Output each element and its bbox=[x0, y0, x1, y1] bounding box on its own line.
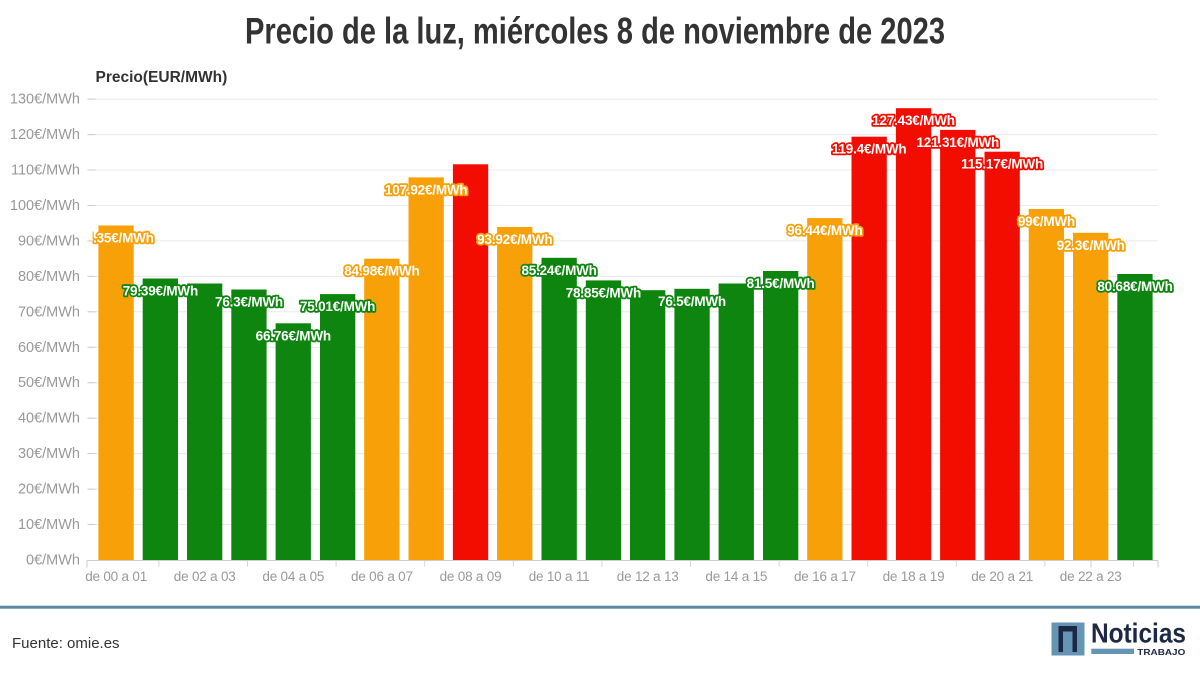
svg-text:de 16 a 17: de 16 a 17 bbox=[794, 569, 856, 584]
svg-text:10€/MWh: 10€/MWh bbox=[18, 517, 80, 533]
svg-text:75.01€/MWh: 75.01€/MWh bbox=[300, 299, 375, 314]
svg-text:de 02 a 03: de 02 a 03 bbox=[174, 569, 236, 584]
svg-text:0€/MWh: 0€/MWh bbox=[26, 553, 80, 569]
svg-text:40€/MWh: 40€/MWh bbox=[18, 411, 80, 427]
svg-text:60€/MWh: 60€/MWh bbox=[18, 340, 80, 356]
svg-text:80€/MWh: 80€/MWh bbox=[18, 269, 80, 285]
svg-text:110€/MWh: 110€/MWh bbox=[11, 163, 80, 179]
svg-text:30€/MWh: 30€/MWh bbox=[18, 446, 80, 462]
svg-text:81.5€/MWh: 81.5€/MWh bbox=[747, 276, 815, 291]
svg-text:80.68€/MWh: 80.68€/MWh bbox=[1097, 279, 1172, 294]
svg-text:84.98€/MWh: 84.98€/MWh bbox=[344, 264, 419, 279]
svg-text:de 10 a 11: de 10 a 11 bbox=[529, 569, 590, 584]
svg-text:130€/MWh: 130€/MWh bbox=[10, 92, 80, 108]
svg-text:de 18 a 19: de 18 a 19 bbox=[883, 569, 945, 584]
svg-text:121.31€/MWh: 121.31€/MWh bbox=[917, 135, 1000, 150]
svg-text:50€/MWh: 50€/MWh bbox=[18, 375, 80, 391]
svg-text:100€/MWh: 100€/MWh bbox=[10, 198, 80, 214]
svg-text:de 08 a 09: de 08 a 09 bbox=[440, 569, 502, 584]
svg-text:de 12 a 13: de 12 a 13 bbox=[617, 569, 679, 584]
svg-text:96.44€/MWh: 96.44€/MWh bbox=[787, 223, 862, 238]
svg-text:85.24€/MWh: 85.24€/MWh bbox=[521, 263, 596, 278]
svg-text:76.3€/MWh: 76.3€/MWh bbox=[215, 295, 283, 310]
svg-text:92.3€/MWh: 92.3€/MWh bbox=[1057, 238, 1125, 253]
svg-text:99€/MWh: 99€/MWh bbox=[1018, 214, 1075, 229]
svg-text:Fuente: omie.es: Fuente: omie.es bbox=[12, 635, 120, 652]
svg-text:119.4€/MWh: 119.4€/MWh bbox=[832, 142, 907, 157]
svg-text:TRABAJO: TRABAJO bbox=[1137, 648, 1185, 657]
svg-text:94.35€/MWh: 94.35€/MWh bbox=[78, 231, 153, 246]
svg-text:de 06 a 07: de 06 a 07 bbox=[351, 569, 413, 584]
svg-text:de 00 a 01: de 00 a 01 bbox=[85, 569, 147, 584]
svg-text:127.43€/MWh: 127.43€/MWh bbox=[872, 113, 955, 128]
svg-text:de 20 a 21: de 20 a 21 bbox=[971, 569, 1033, 584]
svg-text:70€/MWh: 70€/MWh bbox=[18, 304, 80, 320]
svg-text:107.92€/MWh: 107.92€/MWh bbox=[385, 182, 468, 197]
svg-text:de 04 a 05: de 04 a 05 bbox=[262, 569, 324, 584]
svg-text:115.17€/MWh: 115.17€/MWh bbox=[961, 157, 1043, 172]
svg-text:78.85€/MWh: 78.85€/MWh bbox=[566, 285, 641, 300]
svg-text:Precio(EUR/MWh): Precio(EUR/MWh) bbox=[96, 69, 228, 86]
svg-text:76.5€/MWh: 76.5€/MWh bbox=[658, 294, 726, 309]
svg-text:93.92€/MWh: 93.92€/MWh bbox=[477, 232, 552, 247]
svg-text:20€/MWh: 20€/MWh bbox=[18, 482, 80, 498]
svg-text:de 22 a 23: de 22 a 23 bbox=[1060, 569, 1122, 584]
svg-text:79.39€/MWh: 79.39€/MWh bbox=[123, 284, 198, 299]
svg-text:de 14 a 15: de 14 a 15 bbox=[705, 569, 767, 584]
svg-text:66.76€/MWh: 66.76€/MWh bbox=[256, 328, 331, 343]
svg-text:90€/MWh: 90€/MWh bbox=[18, 233, 80, 249]
svg-text:Noticias: Noticias bbox=[1091, 618, 1186, 649]
svg-text:120€/MWh: 120€/MWh bbox=[10, 127, 80, 143]
svg-text:Precio de la luz, miércoles 8: Precio de la luz, miércoles 8 de noviemb… bbox=[245, 11, 945, 52]
